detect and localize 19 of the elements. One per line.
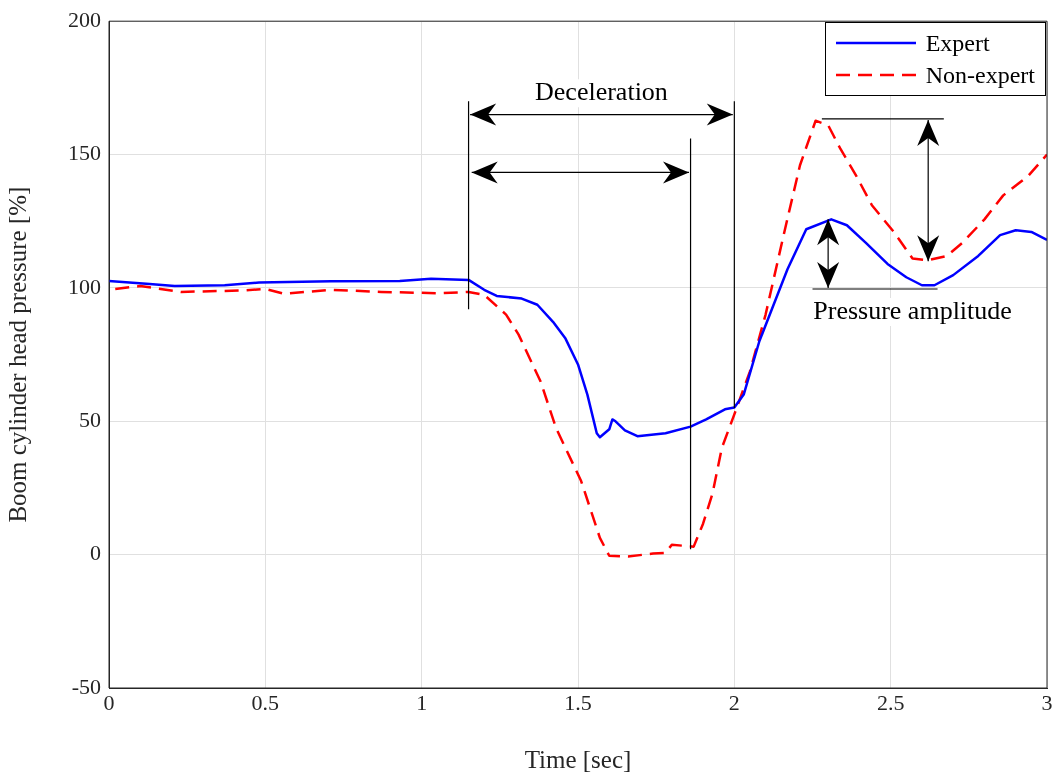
x-tick-label: 0.5: [251, 689, 280, 715]
x-tick-label: 2: [728, 689, 740, 715]
y-tick-label: 150: [68, 140, 101, 166]
legend-label: Non-expert: [925, 61, 1035, 91]
line-series: [114, 119, 1047, 558]
y-tick-label: 200: [68, 6, 101, 32]
y-tick-label: 100: [68, 273, 101, 299]
x-tick-label: 3: [1041, 689, 1053, 715]
legend-label: Expert: [925, 29, 990, 59]
x-tick-label: 1: [416, 689, 428, 715]
x-axis-title: Time [sec]: [524, 745, 632, 773]
x-tick-label: 1.5: [564, 689, 592, 715]
annotation: Deceleration: [535, 77, 668, 107]
y-tick-label: -50: [71, 673, 101, 699]
y-tick-label: 0: [90, 540, 101, 566]
y-tick-label: 50: [79, 407, 101, 433]
x-tick-label: 2.5: [876, 689, 905, 715]
y-axis-title: Boom cylinder head pressure [%]: [3, 186, 31, 523]
annotation: Pressure amplitude: [813, 295, 1012, 325]
